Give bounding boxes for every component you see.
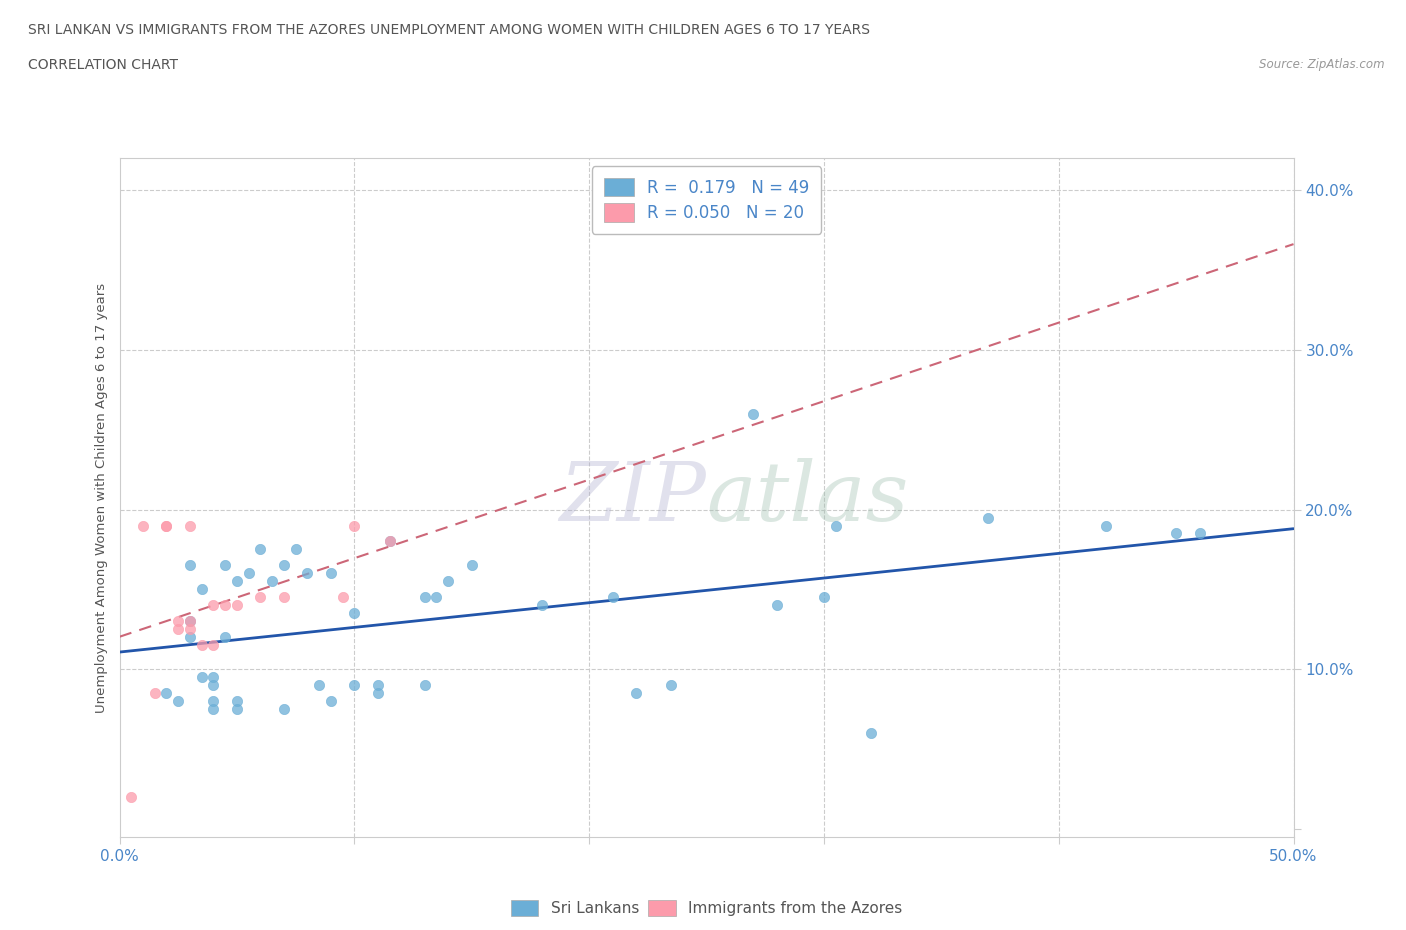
Point	[167, 622, 190, 637]
Point	[155, 685, 177, 700]
Point	[273, 558, 295, 573]
Point	[343, 518, 366, 533]
Point	[332, 590, 354, 604]
Text: ZIP: ZIP	[560, 458, 707, 538]
Point	[249, 590, 271, 604]
Point	[273, 590, 295, 604]
Point	[202, 670, 225, 684]
Point	[425, 590, 447, 604]
Point	[190, 638, 212, 653]
Point	[343, 678, 366, 693]
Point	[413, 590, 436, 604]
Point	[238, 566, 260, 581]
Point	[190, 670, 212, 684]
Point	[297, 566, 319, 581]
Point	[367, 685, 389, 700]
Point	[190, 582, 212, 597]
Point	[202, 678, 225, 693]
Point	[766, 598, 789, 613]
Point	[214, 598, 236, 613]
Point	[1094, 518, 1116, 533]
Point	[284, 542, 307, 557]
Point	[742, 406, 765, 421]
Point	[859, 725, 882, 740]
Point	[167, 614, 190, 629]
Text: atlas: atlas	[707, 458, 908, 538]
Point	[378, 534, 401, 549]
Point	[602, 590, 624, 604]
Point	[225, 702, 249, 717]
Point	[179, 614, 201, 629]
Point	[179, 630, 201, 644]
Point	[367, 678, 389, 693]
Point	[179, 614, 201, 629]
Point	[273, 702, 295, 717]
Point	[143, 685, 166, 700]
Point	[179, 558, 201, 573]
Point	[249, 542, 271, 557]
Point	[214, 630, 236, 644]
Point	[413, 678, 436, 693]
Point	[437, 574, 460, 589]
Point	[225, 694, 249, 709]
Legend: Sri Lankans, Immigrants from the Azores: Sri Lankans, Immigrants from the Azores	[503, 892, 910, 924]
Point	[977, 510, 1000, 525]
Point	[1188, 526, 1211, 541]
Point	[155, 518, 177, 533]
Point	[624, 685, 647, 700]
Point	[319, 566, 342, 581]
Text: SRI LANKAN VS IMMIGRANTS FROM THE AZORES UNEMPLOYMENT AMONG WOMEN WITH CHILDREN : SRI LANKAN VS IMMIGRANTS FROM THE AZORES…	[28, 23, 870, 37]
Point	[167, 694, 190, 709]
Point	[343, 606, 366, 621]
Point	[460, 558, 484, 573]
Point	[813, 590, 835, 604]
Point	[531, 598, 554, 613]
Point	[214, 558, 236, 573]
Point	[202, 702, 225, 717]
Text: CORRELATION CHART: CORRELATION CHART	[28, 58, 179, 72]
Point	[262, 574, 284, 589]
Point	[824, 518, 846, 533]
Point	[319, 694, 342, 709]
Point	[179, 622, 201, 637]
Point	[659, 678, 682, 693]
Text: Source: ZipAtlas.com: Source: ZipAtlas.com	[1260, 58, 1385, 71]
Point	[202, 638, 225, 653]
Point	[202, 694, 225, 709]
Point	[1164, 526, 1187, 541]
Point	[179, 518, 201, 533]
Point	[225, 598, 249, 613]
Point	[155, 518, 177, 533]
Y-axis label: Unemployment Among Women with Children Ages 6 to 17 years: Unemployment Among Women with Children A…	[96, 283, 108, 712]
Point	[378, 534, 401, 549]
Point	[132, 518, 155, 533]
Point	[120, 790, 142, 804]
Point	[225, 574, 249, 589]
Point	[202, 598, 225, 613]
Point	[308, 678, 330, 693]
